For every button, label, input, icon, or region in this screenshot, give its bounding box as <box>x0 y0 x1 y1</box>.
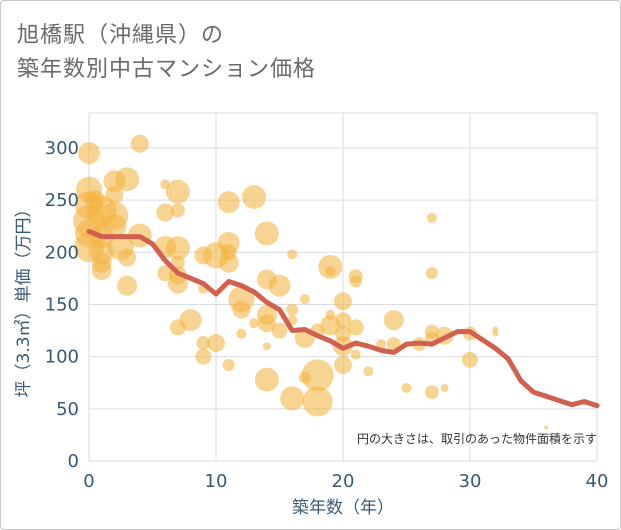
data-bubble <box>217 191 240 214</box>
x-tick-label: 10 <box>205 471 228 492</box>
x-tick-label: 30 <box>459 471 482 492</box>
data-bubble <box>254 221 279 246</box>
data-bubble <box>492 330 499 337</box>
x-tick-label: 20 <box>332 471 355 492</box>
data-bubble <box>170 203 185 218</box>
data-bubble <box>102 214 127 239</box>
data-bubble <box>130 134 149 153</box>
data-bubble <box>207 334 225 353</box>
data-bubble <box>280 386 305 411</box>
data-bubble <box>376 339 387 350</box>
data-bubble <box>544 425 549 430</box>
data-bubble <box>167 273 188 294</box>
data-bubble <box>286 303 299 316</box>
data-bubble <box>118 248 137 267</box>
y-tick-label: 50 <box>56 399 79 420</box>
y-tick-label: 300 <box>45 138 79 159</box>
x-axis-label: 築年数（年） <box>292 498 394 518</box>
data-bubble <box>325 266 336 277</box>
data-bubble <box>179 309 202 332</box>
data-bubble <box>302 386 333 417</box>
data-bubble <box>249 318 260 329</box>
tick-labels: 0 50 100 150 200 250 300 0 10 20 30 40 <box>45 138 609 492</box>
y-tick-label: 250 <box>45 190 79 211</box>
data-bubble <box>350 349 361 360</box>
trend-layer <box>86 228 600 409</box>
x-tick-label: 0 <box>83 471 94 492</box>
average-price-line <box>86 228 600 409</box>
chart-title-line1: 旭橋駅（沖縄県）の <box>17 23 225 48</box>
data-bubble <box>165 236 190 261</box>
data-bubble <box>165 179 190 204</box>
data-bubble <box>117 275 138 296</box>
x-tick-label: 40 <box>586 471 609 492</box>
data-bubble <box>242 184 267 209</box>
data-bubble <box>262 342 271 351</box>
data-bubble <box>335 312 351 329</box>
y-tick-label: 100 <box>45 347 79 368</box>
chart-title-line2: 築年数別中古マンション価格 <box>17 57 317 82</box>
data-bubble <box>271 322 288 339</box>
data-bubble <box>347 319 364 336</box>
data-bubble <box>363 366 374 377</box>
data-bubble <box>424 385 439 400</box>
data-bubble <box>222 358 235 371</box>
grid-lines <box>88 112 598 462</box>
data-bubble <box>254 367 279 392</box>
data-bubble <box>299 294 310 305</box>
data-bubble <box>426 212 437 223</box>
bubble-size-note: 円の大きさは、取引のあった物件面積を示す <box>357 431 597 446</box>
data-bubble <box>287 249 298 260</box>
data-bubble <box>196 336 211 351</box>
data-bubble <box>492 326 499 333</box>
data-bubble <box>78 142 100 165</box>
data-bubble <box>383 310 404 331</box>
data-bubble <box>91 259 112 280</box>
data-bubble <box>401 382 412 393</box>
y-tick-label: 150 <box>45 294 79 315</box>
data-bubble <box>462 351 478 368</box>
data-bubble <box>257 314 276 333</box>
data-bubble <box>218 252 239 273</box>
data-bubble <box>268 274 291 297</box>
data-bubble <box>156 203 175 222</box>
data-bubble <box>105 185 124 204</box>
y-axis-label: 坪（3.3㎡）単価（万円） <box>14 200 34 397</box>
data-bubble <box>301 359 334 392</box>
data-bubble <box>334 292 352 311</box>
y-tick-label: 0 <box>68 451 79 472</box>
data-bubble <box>236 328 247 339</box>
data-bubble <box>232 300 251 319</box>
data-bubble <box>349 275 362 288</box>
y-tick-label: 200 <box>45 242 79 263</box>
data-bubble <box>425 267 438 280</box>
data-bubble <box>334 355 352 374</box>
data-bubble <box>440 383 449 392</box>
data-bubble <box>195 348 212 365</box>
bubble-layer <box>73 134 549 430</box>
data-bubble <box>115 167 140 192</box>
